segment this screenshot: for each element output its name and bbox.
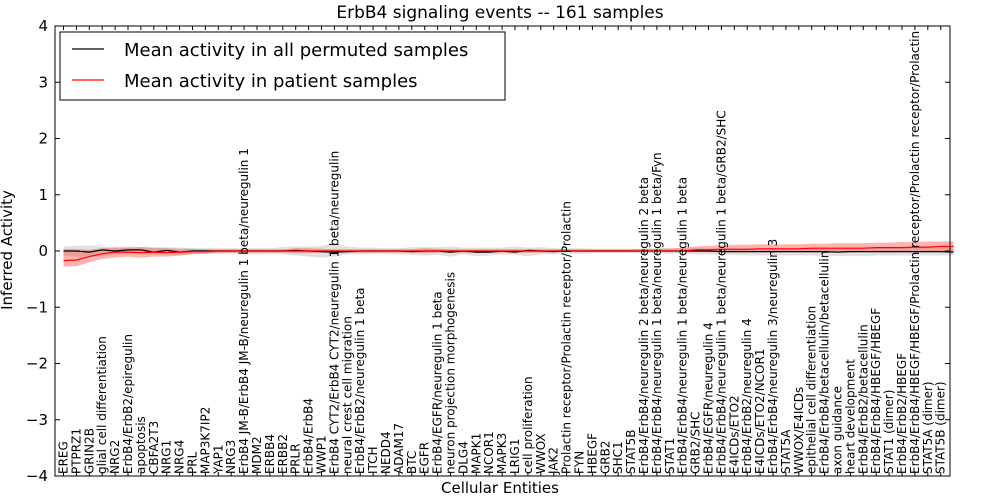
y-tick-label: −4 bbox=[26, 467, 48, 485]
y-tick-label: 4 bbox=[38, 17, 48, 35]
legend-label-permuted: Mean activity in all permuted samples bbox=[124, 40, 468, 61]
category-label: NRG1 bbox=[160, 440, 174, 474]
category-label: neuron projection morphogenesis bbox=[444, 272, 458, 474]
category-label: WWP1 bbox=[315, 435, 329, 474]
category-label: GRB2/SHC bbox=[689, 411, 703, 474]
category-label: axon guidance bbox=[831, 386, 845, 474]
y-tick-label: −3 bbox=[26, 411, 48, 429]
category-label: STAT5A bbox=[779, 429, 793, 474]
chart-title: ErbB4 signaling events -- 161 samples bbox=[336, 3, 663, 23]
category-label: STAT5A (dimer) bbox=[921, 381, 935, 474]
legend: Mean activity in all permuted samples Me… bbox=[59, 31, 506, 101]
category-label: ERBB2 bbox=[276, 434, 290, 474]
category-label: heart development bbox=[843, 359, 857, 474]
category-label: neural crest cell migration bbox=[340, 316, 354, 474]
category-label: apoptosis bbox=[134, 416, 148, 474]
category-label: ErbB4/ErbB4 bbox=[302, 398, 316, 474]
y-tick-label: −2 bbox=[26, 355, 48, 373]
category-label: ITCH bbox=[366, 446, 380, 474]
category-label: cell proliferation bbox=[521, 376, 535, 474]
category-label: SHC1 bbox=[611, 441, 625, 474]
category-label: ErbB4/ErbB4/HBEGF/HBEGF bbox=[869, 308, 883, 474]
category-label: ErbB4/ErbB2/betacellulin bbox=[856, 324, 870, 474]
category-label: YAP1 bbox=[211, 445, 225, 475]
y-tick-label: 1 bbox=[38, 186, 48, 204]
category-label: GRIN2B bbox=[82, 428, 96, 474]
legend-box bbox=[59, 31, 506, 101]
category-label: NRG4 bbox=[173, 440, 187, 474]
category-label: E4ICDs/ETO2 bbox=[727, 395, 741, 474]
category-label: EREG bbox=[57, 441, 71, 474]
category-label: EGFR bbox=[418, 442, 432, 474]
category-label: ErbB4/ErbB4/neuregulin 2 beta/neuregulin… bbox=[637, 177, 651, 474]
category-label: BTC bbox=[405, 451, 419, 474]
category-label: epithelial cell differentiation bbox=[805, 306, 819, 474]
category-label: NEDD4 bbox=[379, 431, 393, 474]
category-label: MAPK1 bbox=[469, 433, 483, 474]
category-label: FYN bbox=[573, 451, 587, 474]
category-label: ErbB4 JM-B/ErbB4 JM-B/neuregulin 1 beta/… bbox=[237, 148, 251, 474]
category-label: CBFA2T3 bbox=[147, 421, 161, 474]
category-label: ErbB4/ErbB4/betacellulin/betacellulin bbox=[818, 251, 832, 474]
category-label: PTPRZ1 bbox=[69, 428, 83, 474]
patient-mean-line bbox=[63, 245, 954, 262]
category-label: NCOR1 bbox=[482, 431, 496, 474]
category-label: ErbB4/ErbB2/neuregulin 4 bbox=[740, 318, 754, 474]
category-label: ErbB4/ErbB2/HBEGF bbox=[895, 353, 909, 474]
category-label: ERBB4 bbox=[263, 434, 277, 474]
category-label: STAT1 bbox=[663, 438, 677, 474]
category-label: ErbB4/ErbB2/epiregulin bbox=[121, 334, 135, 474]
category-label: WWOX bbox=[534, 433, 548, 474]
category-label: ErbB4/ErbB2/neuregulin 1 beta bbox=[353, 287, 367, 474]
category-label: ErbB4/ErbB4/neuregulin 1 beta/neuregulin… bbox=[650, 152, 664, 474]
category-label: glial cell differentiation bbox=[95, 336, 109, 474]
category-label: E4ICDs/ETO2/NCOR1 bbox=[753, 349, 767, 474]
category-label: ErbB4 CYT2/ErbB4 CYT2/neuregulin 1 beta/… bbox=[327, 151, 341, 474]
y-tick-label: 3 bbox=[38, 73, 48, 91]
category-label: MDM2 bbox=[250, 436, 264, 474]
y-tick-label: 2 bbox=[38, 130, 48, 148]
category-label: MAPK3 bbox=[495, 433, 509, 474]
category-label: NRG2 bbox=[108, 440, 122, 474]
category-label: ErbB4/ErbB4/neuregulin 3/neuregulin 3 bbox=[766, 239, 780, 474]
y-tick-label: −1 bbox=[26, 298, 48, 316]
category-label: DLG4 bbox=[456, 441, 470, 474]
category-label: MAP3K7IP2 bbox=[198, 407, 212, 474]
category-label: PRLR bbox=[289, 443, 303, 474]
category-label: ErbB4/EGFR/neuregulin 4 bbox=[702, 322, 716, 474]
category-label: JAK2 bbox=[547, 447, 561, 475]
category-label: STAT5B bbox=[624, 430, 638, 475]
category-label: HBEGF bbox=[585, 433, 599, 474]
category-label: STAT1 (dimer) bbox=[882, 390, 896, 474]
category-label: NRG3 bbox=[224, 440, 238, 474]
category-label: ADAM17 bbox=[392, 423, 406, 474]
category-label: STAT5B (dimer) bbox=[934, 381, 948, 474]
category-label: LRIG1 bbox=[508, 439, 522, 475]
y-tick-label: 0 bbox=[38, 242, 48, 260]
category-label: ErbB4/ErbB4/neuregulin 1 beta/neuregulin… bbox=[676, 177, 690, 474]
category-label: WWOX/E4ICDs bbox=[792, 387, 806, 474]
category-label: PRL bbox=[186, 451, 200, 474]
x-axis-label: Cellular Entities bbox=[441, 479, 559, 497]
category-label: GRB2 bbox=[598, 440, 612, 474]
patient-band bbox=[63, 241, 954, 267]
category-label: ErbB4/EGFR/neuregulin 1 beta bbox=[431, 291, 445, 474]
category-label: ErbB4/ErbB4/neuregulin 1 beta/neuregulin… bbox=[714, 110, 728, 474]
y-axis-label: Inferred Activity bbox=[0, 190, 16, 310]
category-label: ErbB4/ErbB4/HBEGF/HBEGF/Prolactin recept… bbox=[908, 31, 922, 474]
legend-label-patient: Mean activity in patient samples bbox=[124, 71, 418, 92]
category-label: Prolactin receptor/Prolactin receptor/Pr… bbox=[560, 201, 574, 474]
